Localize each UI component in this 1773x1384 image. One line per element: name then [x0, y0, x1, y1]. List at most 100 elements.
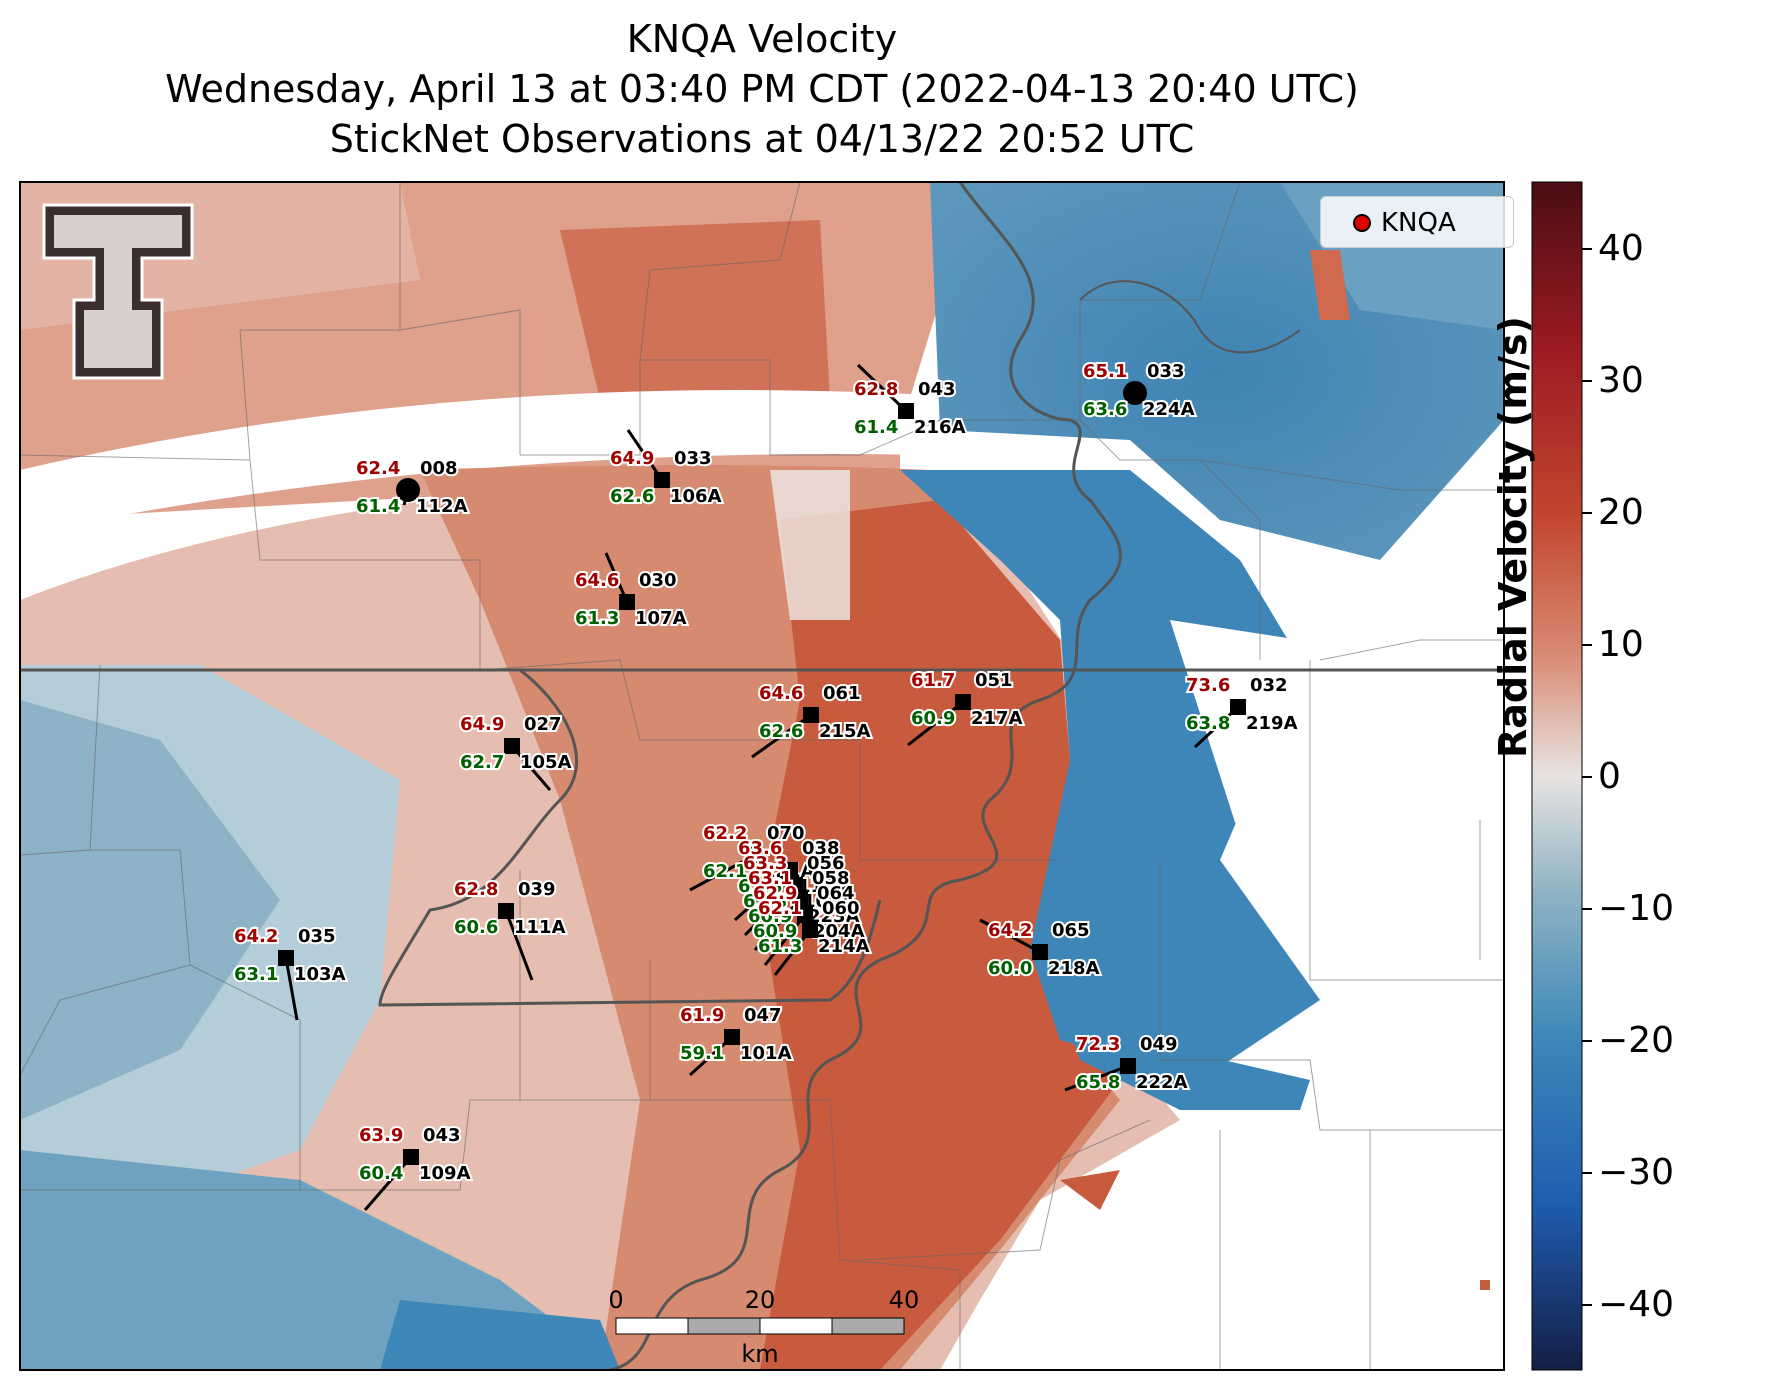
station-marker [1123, 381, 1147, 405]
wind-barb [979, 918, 1041, 954]
temperature-label: 62.8 [854, 379, 898, 400]
station-marker [278, 950, 294, 966]
temperature-label: 73.6 [1186, 675, 1230, 696]
dewpoint-label: 61.8 [738, 876, 782, 897]
county-borders [20, 182, 1504, 1370]
station-218a: 64.2 065 60.0 218A [979, 918, 1102, 981]
temperature-label: 61.9 [680, 1005, 724, 1026]
dewpoint-label: 62.7 [460, 752, 504, 773]
station-id-label: 107A [635, 608, 687, 629]
station-216a: 62.8 043 61.4 216A [852, 363, 968, 440]
wind-direction-label: 027 [524, 714, 562, 735]
wind-barb [504, 910, 534, 981]
station-marker [403, 1149, 419, 1165]
wind-direction-label: 043 [423, 1125, 461, 1146]
station-id-label: 106A [670, 486, 722, 507]
temperature-label: 62.1 [758, 898, 802, 919]
wind-barb [763, 914, 807, 966]
station-204a: 62.9 064 60.9 204A [751, 881, 867, 966]
station-id-label: 112A [416, 496, 468, 517]
station-101a: 61.9 047 59.1 101A [678, 1003, 794, 1077]
station-marker [747, 847, 763, 863]
scale-bar [615, 1317, 905, 1335]
dewpoint-label: 63.1 [234, 964, 278, 985]
station-106a: 64.9 033 62.6 106A [608, 429, 724, 509]
wind-direction-label: 032 [1250, 675, 1288, 696]
temperature-label: 64.9 [610, 448, 654, 469]
map-frame [19, 181, 1505, 1371]
dewpoint-label: 60.4 [359, 1163, 403, 1184]
station-id-label: 216A [914, 417, 966, 438]
station-id-label: 111A [514, 917, 566, 938]
temperature-label: 62.2 [703, 823, 747, 844]
station-layer: 62.4 008 61.4 112A 64.9 033 62.6 106A 62.8 043 61.… [232, 359, 1300, 1211]
dewpoint-label: 63.6 [1083, 399, 1127, 420]
dewpoint-label: 61.3 [575, 608, 619, 629]
colorbar-tick-label: −40 [1598, 1284, 1674, 1325]
map-legend: KNQA [1320, 196, 1514, 248]
station-id-label: 109A [419, 1163, 471, 1184]
temperature-label: 62.4 [356, 458, 400, 479]
wind-direction-label: 047 [744, 1005, 782, 1026]
temperature-label: 64.6 [759, 683, 803, 704]
dewpoint-label: 61.4 [854, 417, 898, 438]
wind-barb [743, 883, 797, 937]
wind-barb [1064, 1064, 1129, 1092]
radar-site-marker-icon [1353, 214, 1371, 232]
station-marker [1230, 699, 1246, 715]
station-id-label: 222A [1136, 1072, 1188, 1093]
colorbar-tick-label: 30 [1598, 360, 1644, 401]
station-112a: 62.4 008 61.4 112A [354, 456, 470, 519]
scale-unit: km [741, 1340, 779, 1368]
station-marker [724, 1029, 740, 1045]
colorbar-tick-label: −30 [1598, 1152, 1674, 1193]
station-219a: 73.6 032 63.8 219A [1184, 673, 1300, 749]
temperature-label: 72.3 [1076, 1034, 1120, 1055]
wind-direction-label: 070 [767, 823, 805, 844]
temperature-label: 64.2 [234, 926, 278, 947]
map-title: KNQA Velocity [626, 17, 898, 61]
station-224a: 65.1 033 63.6 224A [1081, 359, 1197, 422]
wind-barb [363, 1156, 413, 1211]
map-subtitle-obs: StickNet Observations at 04/13/22 20:52 … [329, 117, 1195, 161]
station-marker [619, 594, 635, 610]
dewpoint-label: 65.8 [1076, 1072, 1120, 1093]
station-marker [396, 478, 420, 502]
station-marker [1032, 944, 1048, 960]
dewpoint-label: 60.9 [748, 906, 792, 927]
station-109a: 63.9 043 60.4 109A [357, 1123, 473, 1211]
station-id-label: 217A [971, 708, 1023, 729]
wind-direction-label: 049 [1140, 1034, 1178, 1055]
wind-direction-label: 061 [823, 683, 861, 704]
station-id-label: 219A [1246, 713, 1298, 734]
station-marker [802, 922, 818, 938]
station-id-label: 215A [819, 721, 871, 742]
dewpoint-label: 60.9 [753, 921, 797, 942]
station-id-label: 218A [1048, 958, 1100, 979]
colorbar-tick-label: −20 [1598, 1020, 1674, 1061]
scale-label-20: 20 [744, 1286, 776, 1314]
wind-direction-label: 060 [822, 898, 860, 919]
wind-direction-label: 033 [674, 448, 712, 469]
station-217a: 61.7 051 60.9 217A [907, 668, 1025, 747]
wind-direction-label: 051 [975, 670, 1013, 691]
temperature-label: 65.1 [1083, 361, 1127, 382]
station-id-label: 101A [740, 1043, 792, 1064]
wind-direction-label: 035 [298, 926, 336, 947]
temperature-label: 62.8 [454, 879, 498, 900]
station-103a: 64.2 035 63.1 103A [232, 924, 348, 1021]
wind-direction-label: 064 [817, 883, 855, 904]
station-marker [654, 472, 670, 488]
colorbar [1531, 181, 1583, 1371]
station-id-label: 103A [294, 964, 346, 985]
temperature-label: 61.7 [911, 670, 955, 691]
dewpoint-label: 60.6 [454, 917, 498, 938]
wind-barb [753, 898, 802, 952]
wind-barb [751, 713, 812, 759]
station-222a: 72.3 049 65.8 222A [1064, 1032, 1190, 1095]
dewpoint-label: 59.1 [680, 1043, 724, 1064]
station-marker [803, 707, 819, 723]
wind-barb [733, 868, 792, 922]
